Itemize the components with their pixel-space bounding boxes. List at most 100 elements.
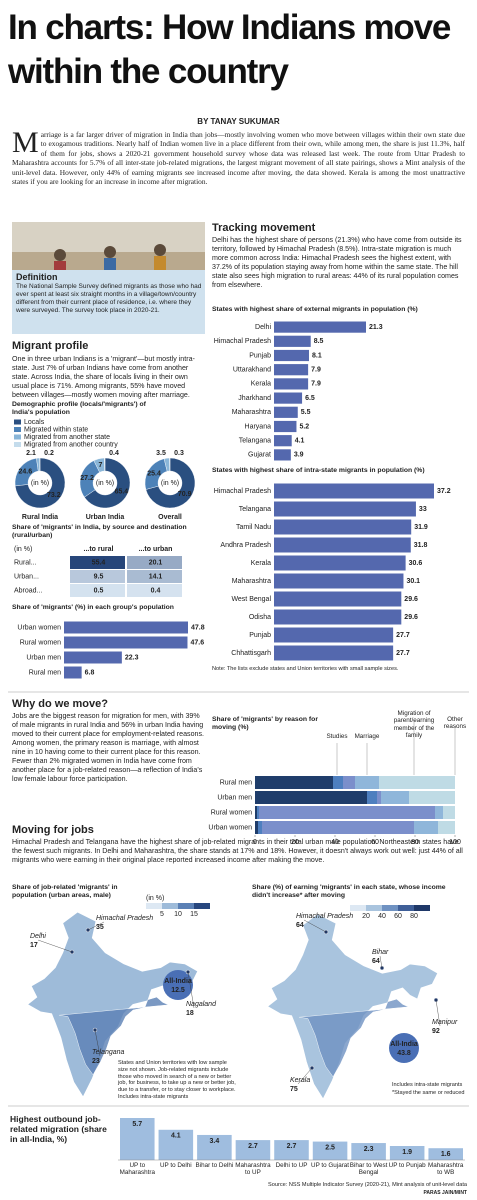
value-label: 37.2 <box>437 488 451 495</box>
legend-tick: 15 <box>190 911 198 918</box>
value-label: 33 <box>419 506 427 513</box>
legend-swatch <box>194 903 210 909</box>
slice-label: 27.2 <box>80 475 94 482</box>
legend-swatch <box>178 903 194 909</box>
bar-segment <box>381 791 409 804</box>
bar-label: Odisha <box>249 614 271 621</box>
bar <box>274 449 291 461</box>
bar-segment <box>255 776 333 789</box>
slice-label: 7 <box>99 462 103 469</box>
leader-line <box>187 971 195 1009</box>
bar <box>64 651 122 664</box>
legend-swatch <box>14 434 21 440</box>
bar-segment <box>443 806 455 819</box>
bar-label: Rural men <box>29 669 61 676</box>
bar <box>351 1143 386 1160</box>
donut-slice <box>84 457 131 509</box>
chart-title: Share of 'migrants' in India, by source … <box>12 524 187 539</box>
bar <box>274 321 366 333</box>
value-label: 6.5 <box>305 395 315 402</box>
bar-label: Uttarakhand <box>233 367 271 374</box>
bar <box>274 349 309 362</box>
value-label: 2.5 <box>325 1144 335 1151</box>
section-heading: Moving for jobs <box>12 824 94 836</box>
legend-tick: 20 <box>362 913 370 920</box>
annotation-value: 17 <box>30 942 38 949</box>
bar-label: Kerala <box>251 381 271 388</box>
value-label: 3.9 <box>294 452 304 459</box>
chart-title: Share (%) of earning 'migrants' in each … <box>252 884 446 899</box>
row-label: Urban... <box>14 573 39 580</box>
definition-heading: Definition <box>16 272 58 282</box>
bar <box>274 591 402 607</box>
map-region <box>298 998 410 1078</box>
value-label: 3.4 <box>210 1138 220 1145</box>
annotation-value: 18 <box>186 1010 194 1017</box>
legend-swatch <box>146 903 162 909</box>
leader-line <box>94 1029 101 1057</box>
value-label: 5.5 <box>301 409 311 416</box>
annotation-label: Bihar <box>372 949 389 956</box>
bar-segment <box>379 776 455 789</box>
bar-label: Telangana <box>239 438 271 445</box>
section-text: Delhi has the highest share of persons (… <box>212 236 462 289</box>
bar <box>312 1141 348 1160</box>
cell-value: 55.4 <box>92 559 106 566</box>
annotation-label: All-India <box>164 978 192 985</box>
bar <box>197 1134 232 1160</box>
photo-figure <box>154 244 166 256</box>
bar <box>274 378 309 390</box>
x-tick-label: 40 <box>331 839 339 846</box>
x-tick-label: Bihar to West Bengal <box>349 1162 388 1177</box>
bar <box>274 420 297 433</box>
section-heading: Why do we move? <box>12 698 108 710</box>
slice-label: 70.9 <box>178 491 192 498</box>
value-label: 30.1 <box>406 578 420 585</box>
annotation-label: Kerala <box>290 1077 310 1084</box>
bar-label: Urban women <box>208 824 252 831</box>
all-india-marker <box>389 1033 419 1063</box>
legend-swatch <box>14 427 21 432</box>
value-label: 2.3 <box>364 1146 374 1153</box>
leader-line <box>435 999 441 1027</box>
table-cell <box>127 584 182 597</box>
definition-box <box>12 270 205 334</box>
bar-label: West Bengal <box>231 596 271 603</box>
section-heading: Tracking movement <box>212 222 316 234</box>
bar-segment <box>367 791 377 804</box>
annotation-label: All-India <box>390 1041 418 1048</box>
legend-tick: 10 <box>174 911 182 918</box>
chart-title: States with highest share of intra-state… <box>212 467 425 474</box>
value-label: 47.6 <box>190 639 204 646</box>
map-outline <box>266 913 439 1100</box>
group-label: Rural India <box>22 514 58 521</box>
legend-label: Migrated within state <box>24 426 88 433</box>
bar-label: Gujarat <box>248 452 271 459</box>
table-cell <box>127 570 182 583</box>
x-tick-label: UP to Gujarat <box>311 1162 350 1169</box>
donut-slice <box>14 457 66 509</box>
value-label: 47.8 <box>191 624 205 631</box>
bar-label: Telangana <box>239 506 271 513</box>
x-tick-label: 0 <box>253 839 257 846</box>
intro: Marriage is a far larger driver of migra… <box>12 126 465 187</box>
bar-segment <box>438 821 455 834</box>
value-label: 1.6 <box>441 1151 451 1158</box>
bar-label: Punjab <box>249 632 271 639</box>
annotation-value: 12.5 <box>171 987 185 994</box>
bar-label: Chhattisgarh <box>231 650 271 657</box>
section-text: Himachal Pradesh and Telangana have the … <box>12 838 463 864</box>
series-label: Marriage <box>354 733 380 740</box>
bar-label: Urban women <box>17 624 61 631</box>
slice-label: 73.2 <box>47 492 61 499</box>
slice-label: 0.3 <box>174 450 184 457</box>
annotation-label: Telangana <box>92 1049 125 1056</box>
leader-line <box>297 1067 313 1085</box>
cell-value: 0.5 <box>94 587 104 594</box>
value-label: 29.6 <box>404 614 418 621</box>
annotation-value: 92 <box>432 1028 440 1035</box>
annotation-value: 64 <box>372 958 380 965</box>
chart-title: Share of 'migrants' (%) in each group's … <box>12 604 174 611</box>
section-text: Jobs are the biggest reason for migratio… <box>12 712 205 783</box>
x-tick-label: 20 <box>291 839 299 846</box>
